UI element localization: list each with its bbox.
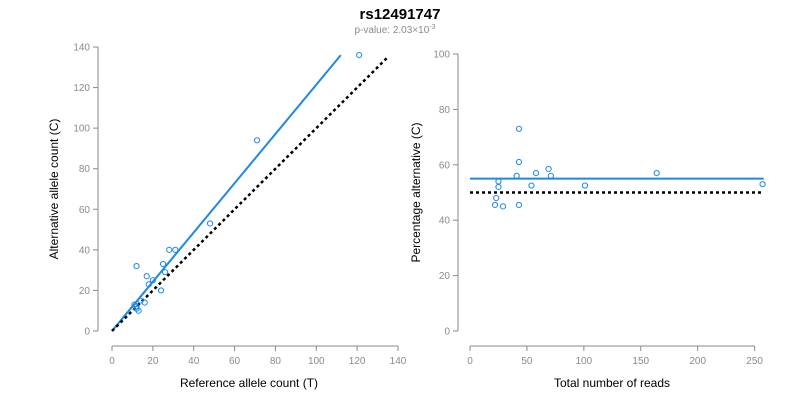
left-y-tick-label: 120 [73, 83, 90, 94]
right-data-point [759, 181, 766, 188]
subtitle-prefix: p-value: 2.03×10 [354, 25, 429, 36]
left-reference-line [111, 56, 389, 332]
right-data-point [495, 183, 502, 191]
left-y-tick-label: 40 [79, 245, 91, 256]
left-data-point [356, 52, 363, 59]
right-x-tick-label: 100 [576, 356, 593, 367]
left-y-axis-title: Alternative allele count (C) [47, 119, 61, 260]
left-data-point [149, 277, 156, 284]
right-data-point [515, 125, 523, 132]
right-data-point [515, 201, 523, 209]
left-x-tick-label: 0 [109, 356, 115, 367]
left-x-tick-label: 80 [270, 356, 282, 367]
right-data-point [545, 165, 552, 173]
left-data-point [133, 262, 140, 270]
left-data-point [253, 137, 261, 144]
left-data-point [145, 281, 152, 288]
right-data-point [581, 182, 589, 189]
right-y-tick-label: 40 [439, 216, 451, 227]
right-x-tick-label: 50 [521, 356, 533, 367]
right-x-tick-label: 200 [689, 356, 706, 367]
right-data-point [491, 201, 499, 209]
left-data-point [133, 305, 140, 312]
right-x-tick-label: 150 [632, 356, 649, 367]
chart-title: rs12491747 [360, 6, 441, 23]
left-x-tick-label: 40 [188, 356, 200, 367]
left-x-axis-title: Reference allele count (T) [180, 376, 318, 390]
left-scatter-panel: 0 20 40 60 80 100 120 140 0 20 40 60 80 100 120 140 Refe… [47, 43, 407, 391]
right-data-point [528, 182, 535, 189]
left-y-tick-label: 80 [79, 164, 91, 175]
left-x-tick-label: 120 [349, 356, 366, 367]
left-y-tick-label: 0 [84, 327, 90, 338]
right-y-tick-label: 100 [433, 50, 450, 61]
left-data-point [172, 246, 179, 253]
right-data-point [532, 170, 540, 177]
right-y-tick-label: 0 [444, 327, 450, 338]
left-data-point [159, 260, 167, 268]
left-x-tick-label: 100 [308, 356, 325, 367]
right-data-point [495, 178, 502, 185]
right-y-tick-label: 80 [439, 105, 451, 116]
left-data-point [157, 287, 165, 294]
right-x-tick-label: 0 [467, 356, 473, 367]
left-data-point [206, 220, 214, 227]
right-y-tick-label: 20 [439, 271, 451, 282]
left-y-tick-label: 100 [73, 124, 90, 135]
left-y-tick-label: 20 [79, 286, 91, 297]
left-x-tick-label: 140 [390, 356, 407, 367]
left-data-point [141, 299, 148, 306]
right-data-point [499, 203, 507, 210]
right-y-tick-label: 60 [439, 160, 451, 171]
right-data-point [513, 172, 520, 179]
left-y-tick-label: 140 [73, 43, 90, 54]
left-x-tick-label: 60 [229, 356, 241, 367]
right-data-point [653, 170, 660, 177]
left-y-tick-label: 60 [79, 205, 91, 216]
right-x-axis-title: Total number of reads [554, 376, 670, 390]
subtitle-exponent: -3 [429, 24, 435, 31]
right-y-axis-title: Percentage alternative (C) [409, 122, 423, 262]
chart-subtitle: p-value: 2.03×10-3 [354, 24, 435, 36]
left-data-point [162, 269, 169, 276]
left-data-point [133, 303, 140, 310]
left-data-point [166, 246, 173, 253]
right-data-point [547, 172, 554, 179]
left-data-point [143, 273, 150, 280]
right-data-point [515, 158, 523, 166]
right-data-point [493, 194, 500, 202]
right-x-tick-label: 250 [746, 356, 763, 367]
left-x-tick-label: 20 [147, 356, 159, 367]
left-fit-line [111, 54, 342, 332]
right-scatter-panel: 0 20 40 60 80 100 0 50 100 150 200 250 Total number … [409, 50, 766, 390]
